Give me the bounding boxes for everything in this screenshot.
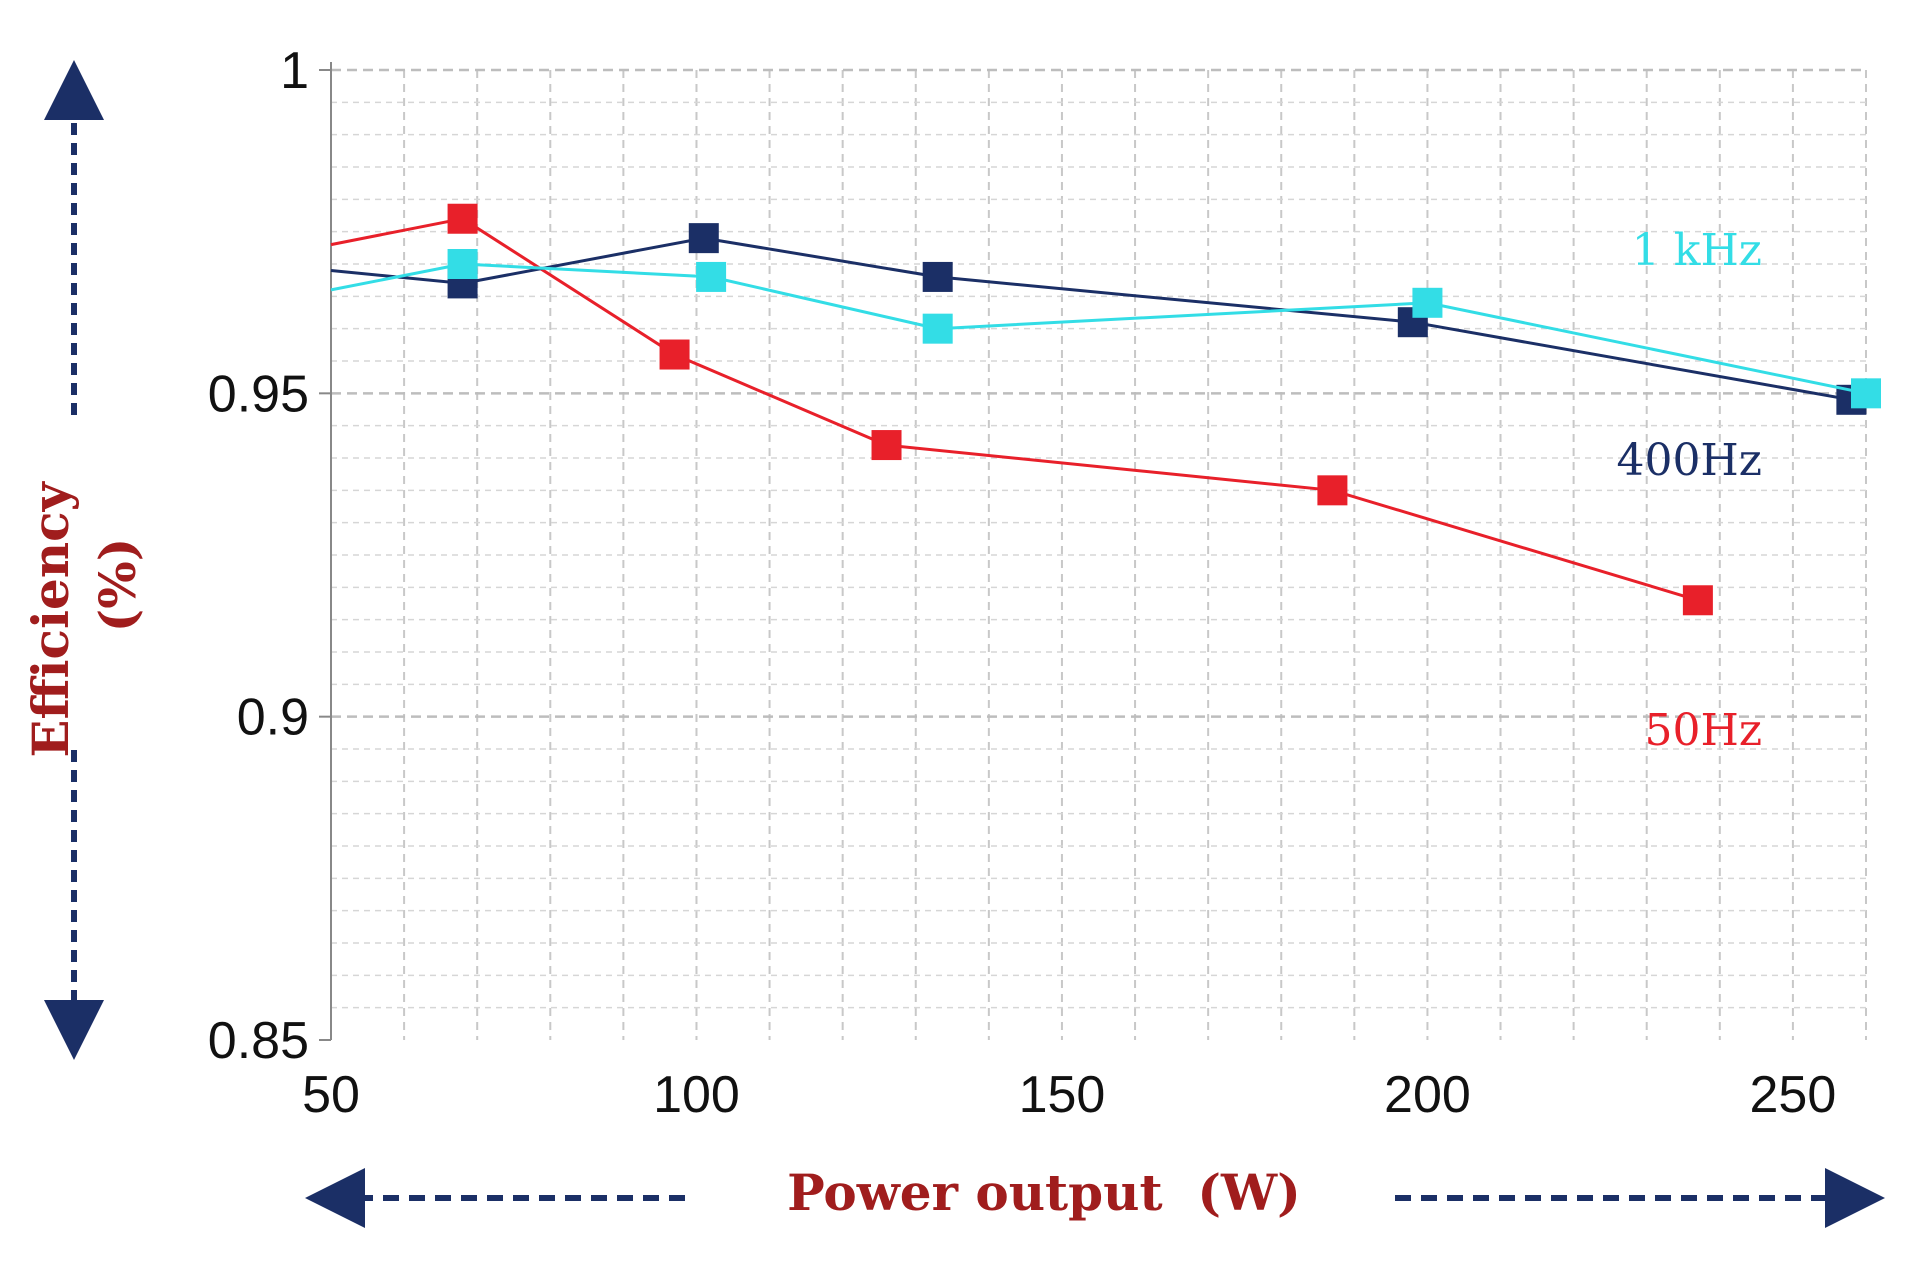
series-point <box>447 203 478 234</box>
series-label: 1 kHz <box>1632 225 1762 276</box>
series-labels: 1 kHz 400Hz 50Hz <box>1616 225 1762 756</box>
series-point <box>447 249 478 279</box>
x-tick-label: 200 <box>1384 1066 1471 1124</box>
series-point <box>659 339 690 370</box>
plot-area <box>331 70 1866 1040</box>
x-axis-title: Power output (W) <box>787 1163 1301 1222</box>
series-label: 400Hz <box>1616 435 1762 486</box>
series-label: 50Hz <box>1644 705 1762 756</box>
series-line <box>330 236 1852 402</box>
series-point <box>871 430 902 461</box>
series-point <box>1317 475 1348 506</box>
y-axis-title: Efficiency <box>21 480 80 757</box>
x-tick-label: 50 <box>302 1066 360 1124</box>
y-tick-label: 0.9 <box>237 689 309 747</box>
y-axis-ticks: 0.85 0.9 0.95 1 <box>208 42 331 1070</box>
series-point <box>1412 287 1443 318</box>
grid <box>331 68 1867 1040</box>
series-line <box>330 262 1867 395</box>
series-point <box>1851 378 1881 409</box>
series-point <box>922 261 953 292</box>
series-point <box>688 223 719 254</box>
series-point <box>922 313 953 344</box>
series-line <box>330 217 1699 602</box>
y-tick-label: 0.85 <box>208 1012 309 1070</box>
series-point <box>696 261 727 292</box>
x-tick-label: 100 <box>653 1066 740 1124</box>
x-axis-ticks: 50 100 150 200 250 <box>302 1066 1836 1124</box>
x-tick-label: 250 <box>1750 1066 1837 1124</box>
y-axis-unit: (%) <box>88 538 147 633</box>
series-point <box>1682 585 1713 616</box>
y-tick-label: 0.95 <box>208 365 309 423</box>
y-tick-label: 1 <box>280 42 309 100</box>
series-group <box>330 203 1881 616</box>
x-tick-label: 150 <box>1019 1066 1106 1124</box>
